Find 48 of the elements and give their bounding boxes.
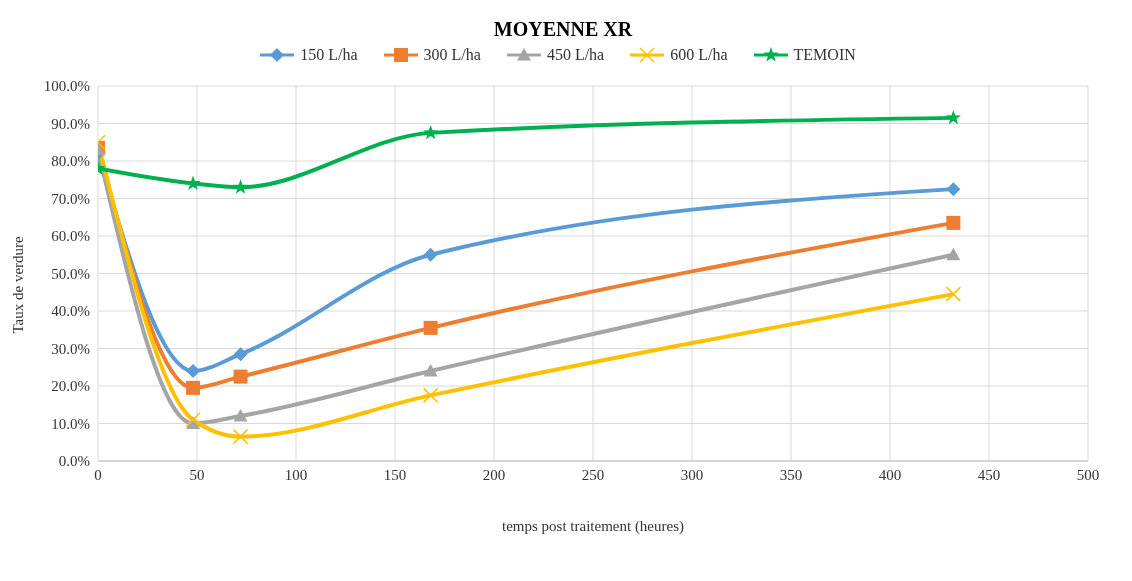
x-tick-label: 350 — [779, 466, 803, 483]
legend-label: 600 L/ha — [670, 46, 728, 64]
point — [423, 247, 438, 262]
point — [232, 428, 249, 445]
point — [946, 182, 961, 197]
point — [233, 347, 248, 362]
legend-label: 150 L/ha — [300, 46, 358, 64]
x-tick-label: 200 — [482, 466, 506, 483]
x-tick-label: 50 — [189, 466, 205, 483]
point — [946, 215, 961, 230]
y-tick-label: 60.0% — [51, 228, 90, 245]
y-tick-label: 30.0% — [51, 340, 90, 357]
point — [946, 247, 961, 261]
y-tick-label: 20.0% — [51, 378, 90, 395]
x-tick-label: 500 — [1076, 466, 1100, 483]
legend-label: 450 L/ha — [546, 46, 605, 64]
y-tick-label: 100.0% — [43, 78, 90, 95]
y-tick-label: 50.0% — [51, 265, 90, 282]
x-tick-label: 300 — [680, 466, 704, 483]
x-tick-label: 0 — [94, 466, 102, 483]
y-tick-label: 80.0% — [51, 153, 90, 170]
point — [945, 286, 962, 302]
point — [422, 387, 439, 404]
point — [423, 364, 438, 377]
point — [233, 409, 248, 422]
point — [186, 380, 201, 395]
x-tick-label: 400 — [878, 466, 902, 483]
point — [423, 124, 439, 140]
y-tick-label: 10.0% — [51, 415, 90, 432]
legend-label: TEMOIN — [793, 46, 856, 64]
point — [186, 364, 201, 378]
x-tick-label: 150 — [383, 466, 407, 483]
y-axis-title: Taux de verdure — [10, 235, 27, 334]
y-tick-label: 90.0% — [51, 115, 90, 132]
chart-title: MOYENNE XR — [492, 17, 634, 41]
y-tick-label: 70.0% — [51, 190, 90, 207]
x-axis-title: temps post traitement (heures) — [501, 518, 685, 535]
point — [423, 320, 438, 335]
x-tick-label: 450 — [977, 466, 1001, 483]
y-tick-label: 40.0% — [51, 303, 90, 320]
point — [945, 109, 961, 125]
point — [232, 179, 249, 194]
x-tick-label: 100 — [284, 466, 308, 483]
y-tick-label: 0.0% — [58, 453, 90, 470]
point — [185, 412, 201, 428]
x-tick-label: 250 — [581, 466, 605, 483]
legend-label: 300 L/ha — [423, 46, 481, 64]
point — [233, 369, 248, 384]
